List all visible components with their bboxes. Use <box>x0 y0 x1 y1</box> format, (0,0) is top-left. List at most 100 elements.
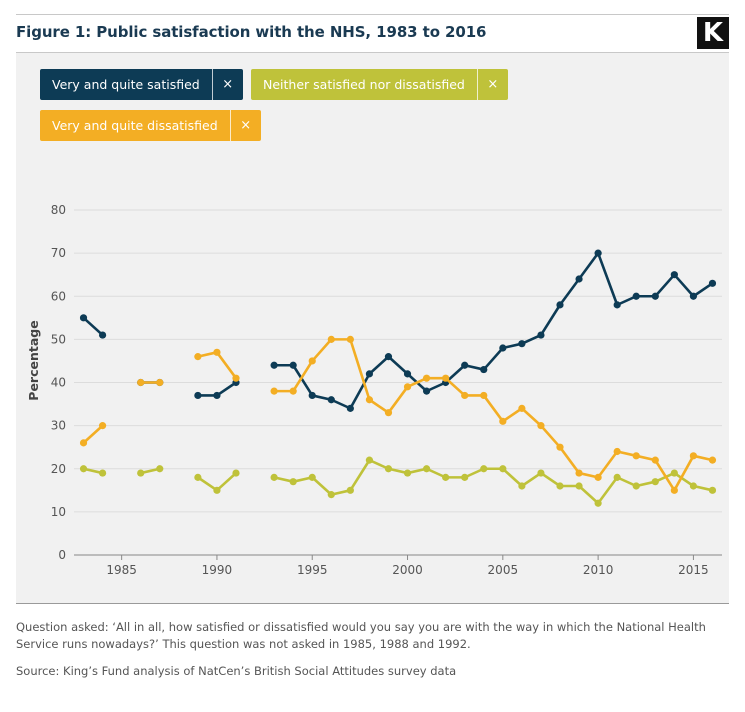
data-point-0 <box>98 331 107 339</box>
data-point-1 <box>708 486 717 494</box>
data-point-1 <box>422 465 431 473</box>
data-point-2 <box>194 353 202 361</box>
data-point-2 <box>156 378 164 387</box>
data-point-0 <box>651 292 659 300</box>
data-point-1 <box>442 473 450 481</box>
y-tick-label: 0 <box>58 548 66 562</box>
y-tick-label: 10 <box>51 505 66 519</box>
data-point-2 <box>575 469 583 477</box>
data-point-0 <box>289 361 297 369</box>
close-icon[interactable]: × <box>240 118 252 133</box>
y-tick-label: 40 <box>51 376 66 390</box>
legend-separator <box>211 69 213 100</box>
data-point-0 <box>594 249 602 257</box>
y-tick-label: 70 <box>51 246 66 260</box>
chart-panel <box>16 53 729 603</box>
data-point-0 <box>403 370 412 378</box>
x-tick-label: 2005 <box>488 563 519 577</box>
source-note: Source: King’s Fund analysis of NatCen’s… <box>16 664 457 678</box>
data-point-2 <box>289 387 297 395</box>
data-point-0 <box>422 387 431 395</box>
data-point-1 <box>194 473 202 481</box>
data-point-2 <box>403 383 412 391</box>
data-point-2 <box>499 417 507 425</box>
data-point-1 <box>365 456 374 464</box>
data-point-2 <box>518 404 526 412</box>
data-point-2 <box>308 357 316 365</box>
data-point-1 <box>156 465 164 473</box>
x-tick-label: 2010 <box>583 563 614 577</box>
data-point-0 <box>613 301 621 309</box>
data-point-0 <box>213 391 221 400</box>
data-point-0 <box>365 370 374 378</box>
close-icon[interactable]: × <box>222 77 234 92</box>
data-point-2 <box>613 447 621 456</box>
data-point-0 <box>518 340 526 348</box>
data-point-0 <box>708 279 717 287</box>
data-point-2 <box>270 387 278 395</box>
data-point-1 <box>518 482 526 490</box>
data-point-0 <box>461 361 469 369</box>
data-point-2 <box>79 439 88 447</box>
legend-label-neither: Neither satisfied nor dissatisfied <box>263 77 465 92</box>
data-point-0 <box>194 391 202 400</box>
data-point-1 <box>79 465 88 473</box>
data-point-0 <box>575 275 583 283</box>
data-point-0 <box>556 301 564 309</box>
x-tick-label: 1995 <box>297 563 328 577</box>
data-point-1 <box>384 465 393 473</box>
data-point-2 <box>365 396 374 404</box>
data-point-0 <box>632 292 640 300</box>
x-tick-label: 1990 <box>202 563 233 577</box>
legend-toggle-neither[interactable]: Neither satisfied nor dissatisfied × <box>251 69 508 100</box>
data-point-2 <box>98 422 107 430</box>
data-point-0 <box>308 391 316 400</box>
data-point-1 <box>651 478 659 486</box>
data-point-2 <box>651 456 659 464</box>
panel-top-rule <box>16 52 729 53</box>
data-point-2 <box>556 443 564 451</box>
question-note: Question asked: ‘All in all, how satisfi… <box>16 620 706 651</box>
kings-fund-logo: K <box>697 17 729 49</box>
data-point-2 <box>594 473 602 481</box>
y-tick-label: 80 <box>51 203 66 217</box>
data-point-1 <box>537 469 545 477</box>
data-point-1 <box>556 482 564 490</box>
data-point-2 <box>708 456 717 464</box>
data-point-2 <box>537 422 545 430</box>
data-point-2 <box>689 452 698 460</box>
data-point-0 <box>689 292 698 300</box>
data-point-1 <box>270 473 278 481</box>
data-point-2 <box>384 409 393 417</box>
data-point-0 <box>480 365 488 374</box>
y-tick-label: 60 <box>51 289 66 303</box>
data-point-2 <box>232 374 240 382</box>
data-point-1 <box>346 486 354 494</box>
data-point-0 <box>327 396 335 404</box>
data-point-1 <box>137 469 145 477</box>
data-point-0 <box>384 353 393 361</box>
legend-toggle-dissatisfied[interactable]: Very and quite dissatisfied × <box>40 110 261 141</box>
series-line-2 <box>82 424 104 445</box>
legend-label-dissatisfied: Very and quite dissatisfied <box>52 118 218 133</box>
legend-label-satisfied: Very and quite satisfied <box>52 77 200 92</box>
data-point-1 <box>689 482 698 490</box>
close-icon[interactable]: × <box>487 77 499 92</box>
data-point-1 <box>98 469 107 477</box>
top-rule <box>16 14 729 15</box>
x-tick-label: 1985 <box>106 563 137 577</box>
y-tick-label: 30 <box>51 419 66 433</box>
data-point-2 <box>632 452 640 460</box>
data-point-2 <box>137 378 145 387</box>
series-line-0 <box>272 251 714 410</box>
data-point-1 <box>289 478 297 486</box>
x-tick-label: 2015 <box>678 563 709 577</box>
y-tick-label: 50 <box>51 332 66 346</box>
data-point-0 <box>346 404 354 412</box>
legend-separator <box>476 69 478 100</box>
data-point-1 <box>480 465 488 473</box>
data-point-2 <box>670 486 678 494</box>
legend-toggle-satisfied[interactable]: Very and quite satisfied × <box>40 69 243 100</box>
series-line-2 <box>196 351 238 380</box>
